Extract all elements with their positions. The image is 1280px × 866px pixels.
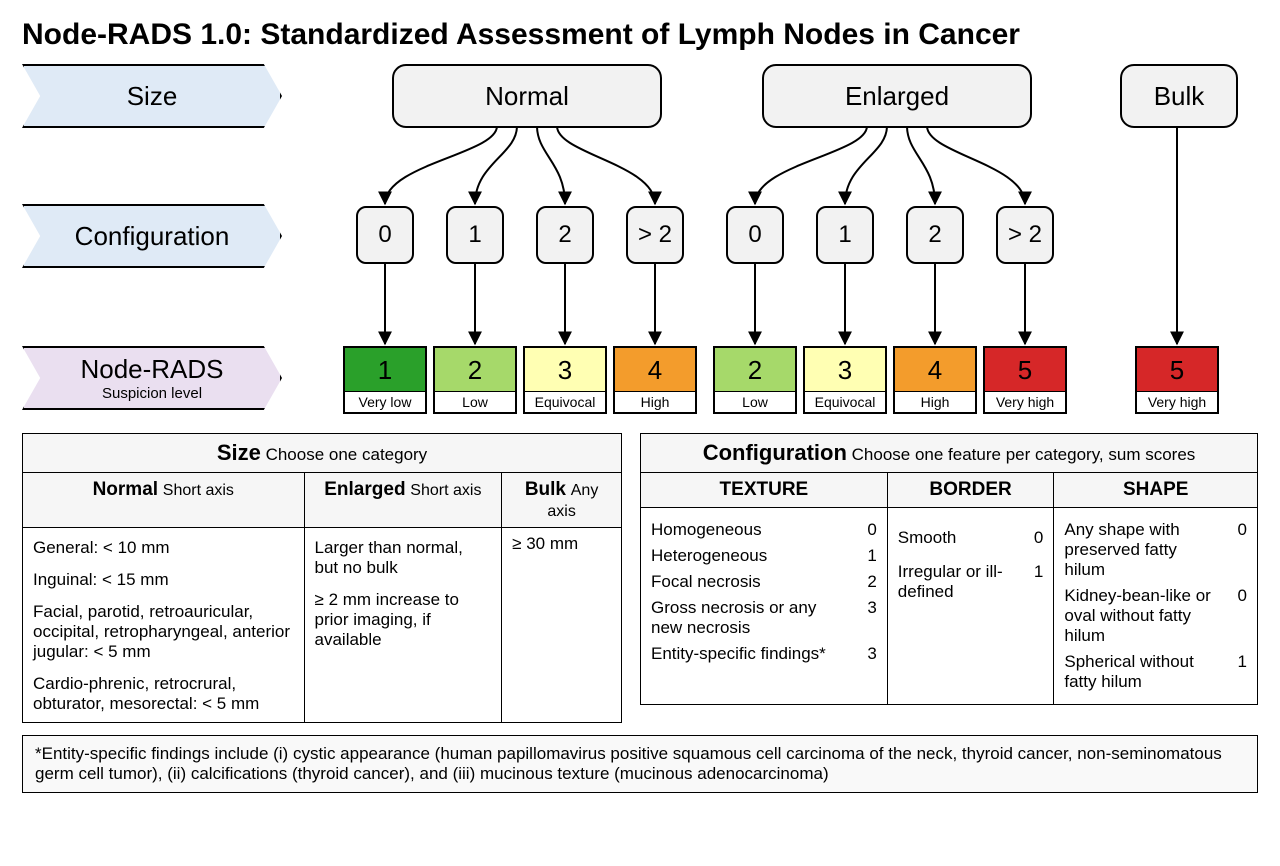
size-table-title: Size bbox=[217, 440, 261, 465]
shape-item: Spherical without fatty hilum1 bbox=[1064, 652, 1247, 692]
row-label-rads: Node-RADS Suspicion level bbox=[22, 346, 282, 410]
size-table-header: Size Choose one category bbox=[23, 434, 622, 473]
texture-item: Gross necrosis or any new necrosis3 bbox=[651, 598, 877, 638]
rads-label: High bbox=[615, 392, 695, 412]
rads-num: 4 bbox=[895, 348, 975, 392]
size-normal-item: General: < 10 mm bbox=[33, 538, 294, 558]
config-col-border: BORDER bbox=[887, 473, 1054, 508]
border-cell: Smooth0 Irregular or ill-defined1 bbox=[887, 508, 1054, 705]
row-label-rads-sub: Suspicion level bbox=[102, 385, 202, 402]
config-table: Configuration Choose one feature per cat… bbox=[640, 433, 1258, 705]
texture-cell: Homogeneous0 Heterogeneous1 Focal necros… bbox=[641, 508, 888, 705]
config-box-6: 2 bbox=[906, 206, 964, 264]
row-label-size: Size bbox=[22, 64, 282, 128]
rads-label: Equivocal bbox=[525, 392, 605, 412]
config-table-header: Configuration Choose one feature per cat… bbox=[641, 434, 1258, 473]
config-table-title: Configuration bbox=[703, 440, 847, 465]
size-normal-cell: General: < 10 mm Inguinal: < 15 mm Facia… bbox=[23, 528, 305, 723]
rads-label: Low bbox=[715, 392, 795, 412]
rads-box-4: 2 Low bbox=[713, 346, 797, 414]
rads-num: 3 bbox=[805, 348, 885, 392]
size-box-enlarged: Enlarged bbox=[762, 64, 1032, 128]
footnote-text: *Entity-specific findings include (i) cy… bbox=[35, 744, 1222, 783]
config-box-0: 0 bbox=[356, 206, 414, 264]
size-bulk-cell: ≥ 30 mm bbox=[502, 528, 622, 723]
size-table-container: Size Choose one category Normal Short ax… bbox=[22, 433, 622, 723]
config-col-shape: SHAPE bbox=[1054, 473, 1258, 508]
config-box-2: 2 bbox=[536, 206, 594, 264]
rads-label: Equivocal bbox=[805, 392, 885, 412]
footnote: *Entity-specific findings include (i) cy… bbox=[22, 735, 1258, 793]
rads-num: 4 bbox=[615, 348, 695, 392]
border-item: Smooth0 bbox=[898, 528, 1044, 548]
size-enlarged-item: ≥ 2 mm increase to prior imaging, if ava… bbox=[315, 590, 492, 650]
size-normal-item: Cardio-phrenic, retrocrural, obturator, … bbox=[33, 674, 294, 714]
size-enlarged-item: Larger than normal, but no bulk bbox=[315, 538, 492, 578]
rads-box-2: 3 Equivocal bbox=[523, 346, 607, 414]
config-box-5: 1 bbox=[816, 206, 874, 264]
rads-box-8: 5 Very high bbox=[1135, 346, 1219, 414]
rads-label: Very high bbox=[1137, 392, 1217, 412]
texture-item: Heterogeneous1 bbox=[651, 546, 877, 566]
rads-box-6: 4 High bbox=[893, 346, 977, 414]
rads-num: 1 bbox=[345, 348, 425, 392]
size-normal-item: Inguinal: < 15 mm bbox=[33, 570, 294, 590]
size-col-bulk: Bulk Any axis bbox=[502, 473, 622, 528]
size-normal-item: Facial, parotid, retroauricular, occipit… bbox=[33, 602, 294, 662]
rads-label: Very low bbox=[345, 392, 425, 412]
rads-box-0: 1 Very low bbox=[343, 346, 427, 414]
row-label-size-text: Size bbox=[127, 81, 178, 112]
config-table-container: Configuration Choose one feature per cat… bbox=[640, 433, 1258, 723]
size-table: Size Choose one category Normal Short ax… bbox=[22, 433, 622, 723]
size-col-normal: Normal Short axis bbox=[23, 473, 305, 528]
tables-row: Size Choose one category Normal Short ax… bbox=[22, 433, 1258, 723]
texture-item: Entity-specific findings*3 bbox=[651, 644, 877, 664]
shape-item: Kidney-bean-like or oval without fatty h… bbox=[1064, 586, 1247, 646]
shape-item: Any shape with preserved fatty hilum0 bbox=[1064, 520, 1247, 580]
size-box-bulk: Bulk bbox=[1120, 64, 1238, 128]
config-box-7: > 2 bbox=[996, 206, 1054, 264]
rads-label: Low bbox=[435, 392, 515, 412]
texture-item: Focal necrosis2 bbox=[651, 572, 877, 592]
rads-num: 5 bbox=[1137, 348, 1217, 392]
rads-box-1: 2 Low bbox=[433, 346, 517, 414]
border-item: Irregular or ill-defined1 bbox=[898, 562, 1044, 602]
size-table-sub: Choose one category bbox=[266, 445, 428, 464]
rads-num: 2 bbox=[435, 348, 515, 392]
config-box-1: 1 bbox=[446, 206, 504, 264]
config-box-4: 0 bbox=[726, 206, 784, 264]
config-col-texture: TEXTURE bbox=[641, 473, 888, 508]
row-label-rads-text: Node-RADS bbox=[80, 354, 223, 385]
rads-box-3: 4 High bbox=[613, 346, 697, 414]
size-box-normal: Normal bbox=[392, 64, 662, 128]
rads-num: 5 bbox=[985, 348, 1065, 392]
rads-label: High bbox=[895, 392, 975, 412]
page-title: Node-RADS 1.0: Standardized Assessment o… bbox=[22, 18, 1258, 52]
flow-diagram: Size Configuration Node-RADS Suspicion l… bbox=[22, 64, 1258, 419]
rads-num: 2 bbox=[715, 348, 795, 392]
rads-box-5: 3 Equivocal bbox=[803, 346, 887, 414]
config-table-sub: Choose one feature per category, sum sco… bbox=[852, 445, 1196, 464]
row-label-config-text: Configuration bbox=[75, 221, 230, 252]
rads-label: Very high bbox=[985, 392, 1065, 412]
rads-box-7: 5 Very high bbox=[983, 346, 1067, 414]
texture-item: Homogeneous0 bbox=[651, 520, 877, 540]
size-col-enlarged: Enlarged Short axis bbox=[304, 473, 502, 528]
shape-cell: Any shape with preserved fatty hilum0 Ki… bbox=[1054, 508, 1258, 705]
config-box-3: > 2 bbox=[626, 206, 684, 264]
size-enlarged-cell: Larger than normal, but no bulk ≥ 2 mm i… bbox=[304, 528, 502, 723]
row-label-configuration: Configuration bbox=[22, 204, 282, 268]
rads-num: 3 bbox=[525, 348, 605, 392]
